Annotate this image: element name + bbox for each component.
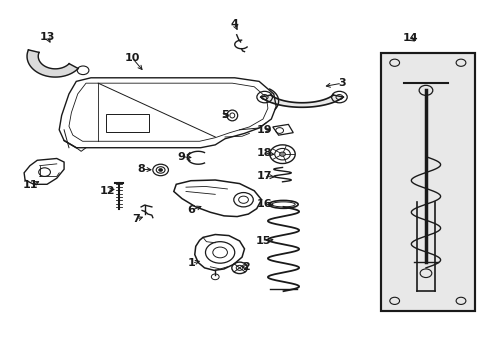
Text: 9: 9	[177, 152, 184, 162]
Text: 7: 7	[132, 215, 140, 224]
Polygon shape	[260, 95, 343, 107]
Text: 12: 12	[99, 186, 115, 196]
Text: 1: 1	[187, 258, 195, 268]
Text: 5: 5	[221, 111, 228, 121]
Text: 10: 10	[124, 53, 140, 63]
Text: 8: 8	[137, 164, 145, 174]
Text: 14: 14	[402, 33, 417, 43]
Bar	[105, 114, 149, 132]
Bar	[380, 53, 474, 311]
Circle shape	[158, 168, 162, 171]
Text: 11: 11	[23, 180, 39, 190]
Text: 3: 3	[338, 78, 345, 88]
Text: 2: 2	[242, 262, 250, 272]
Text: 16: 16	[256, 199, 271, 210]
Text: 6: 6	[186, 206, 194, 216]
Circle shape	[279, 152, 285, 156]
Text: 4: 4	[230, 19, 238, 29]
Text: 18: 18	[256, 148, 271, 158]
Bar	[380, 53, 474, 311]
Text: 17: 17	[256, 171, 271, 181]
Polygon shape	[27, 50, 78, 77]
Text: 13: 13	[39, 32, 55, 41]
Text: 15: 15	[255, 236, 270, 246]
Text: 19: 19	[256, 125, 271, 135]
